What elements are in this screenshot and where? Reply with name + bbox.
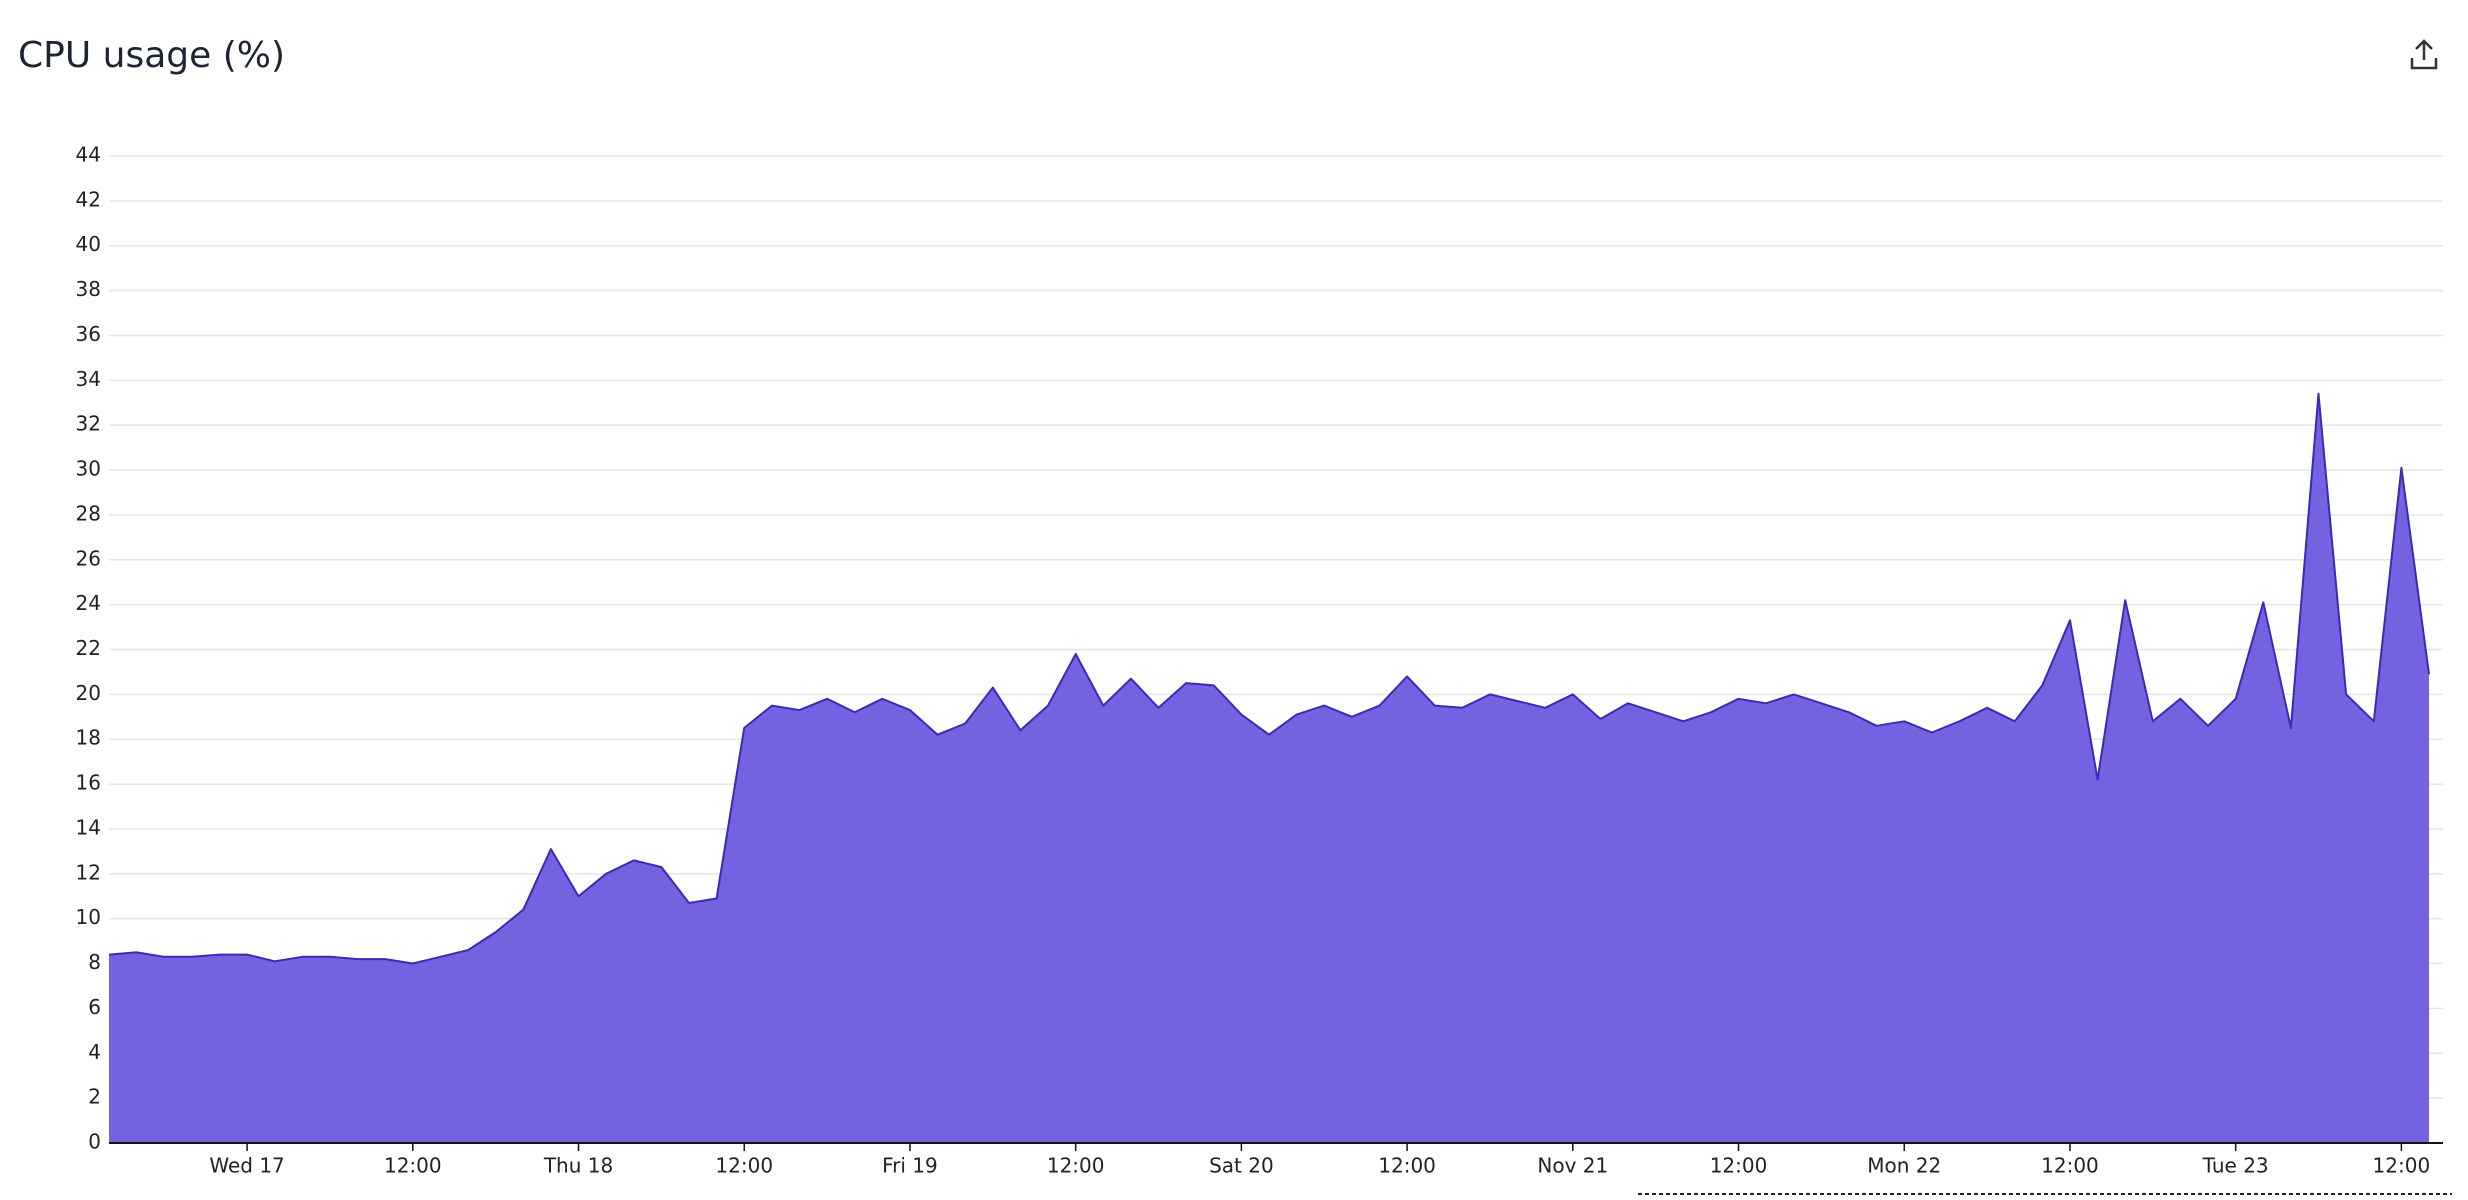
y-tick-label: 40 [76, 232, 101, 256]
y-tick-label: 10 [76, 905, 101, 929]
x-tick-label: Thu 18 [543, 1154, 613, 1178]
y-tick-label: 12 [76, 860, 101, 884]
y-tick-label: 8 [88, 950, 101, 974]
x-tick-label: Fri 19 [882, 1154, 938, 1178]
x-tick-label: Mon 22 [1867, 1154, 1941, 1178]
area-line [108, 392, 2430, 965]
export-button[interactable] [2404, 34, 2444, 74]
x-tick-label: 12:00 [1710, 1154, 1768, 1178]
x-tick-label: Wed 17 [209, 1154, 284, 1178]
y-tick-label: 0 [88, 1130, 101, 1154]
y-tick-label: 28 [76, 501, 101, 525]
chart-title: CPU usage (%) [18, 35, 285, 76]
x-tick-label: 12:00 [2041, 1154, 2099, 1178]
export-tray [2410, 58, 2438, 70]
y-tick-label: 38 [76, 277, 101, 301]
y-tick-label: 2 [88, 1085, 101, 1109]
area [109, 393, 2429, 1143]
x-tick-label: Nov 21 [1537, 1154, 1608, 1178]
y-tick-label: 16 [76, 771, 101, 795]
x-tick-label: 12:00 [2373, 1154, 2431, 1178]
y-tick-label: 36 [76, 322, 101, 346]
y-tick-label: 30 [76, 457, 101, 481]
y-tick-label: 24 [76, 591, 101, 615]
y-tick-label: 42 [76, 187, 101, 211]
y-tick-label: 18 [76, 726, 101, 750]
x-tick-label: Sat 20 [1209, 1154, 1274, 1178]
export-arrow [2415, 39, 2433, 60]
y-tick-label: 34 [76, 367, 101, 391]
x-tick-label: Tue 23 [2202, 1154, 2269, 1178]
x-tick-label: 12:00 [1378, 1154, 1436, 1178]
y-tick-label: 4 [88, 1040, 101, 1064]
y-tick-label: 44 [76, 143, 101, 167]
y-tick-label: 6 [88, 995, 101, 1019]
x-tick-label: 12:00 [715, 1154, 773, 1178]
y-tick-label: 32 [76, 412, 101, 436]
x-tick-label: 12:00 [1047, 1154, 1105, 1178]
y-tick-label: 20 [76, 681, 101, 705]
x-tick-label: 12:00 [384, 1154, 442, 1178]
y-tick-label: 22 [76, 636, 101, 660]
y-tick-label: 26 [76, 546, 101, 570]
y-tick-label: 14 [76, 815, 101, 839]
